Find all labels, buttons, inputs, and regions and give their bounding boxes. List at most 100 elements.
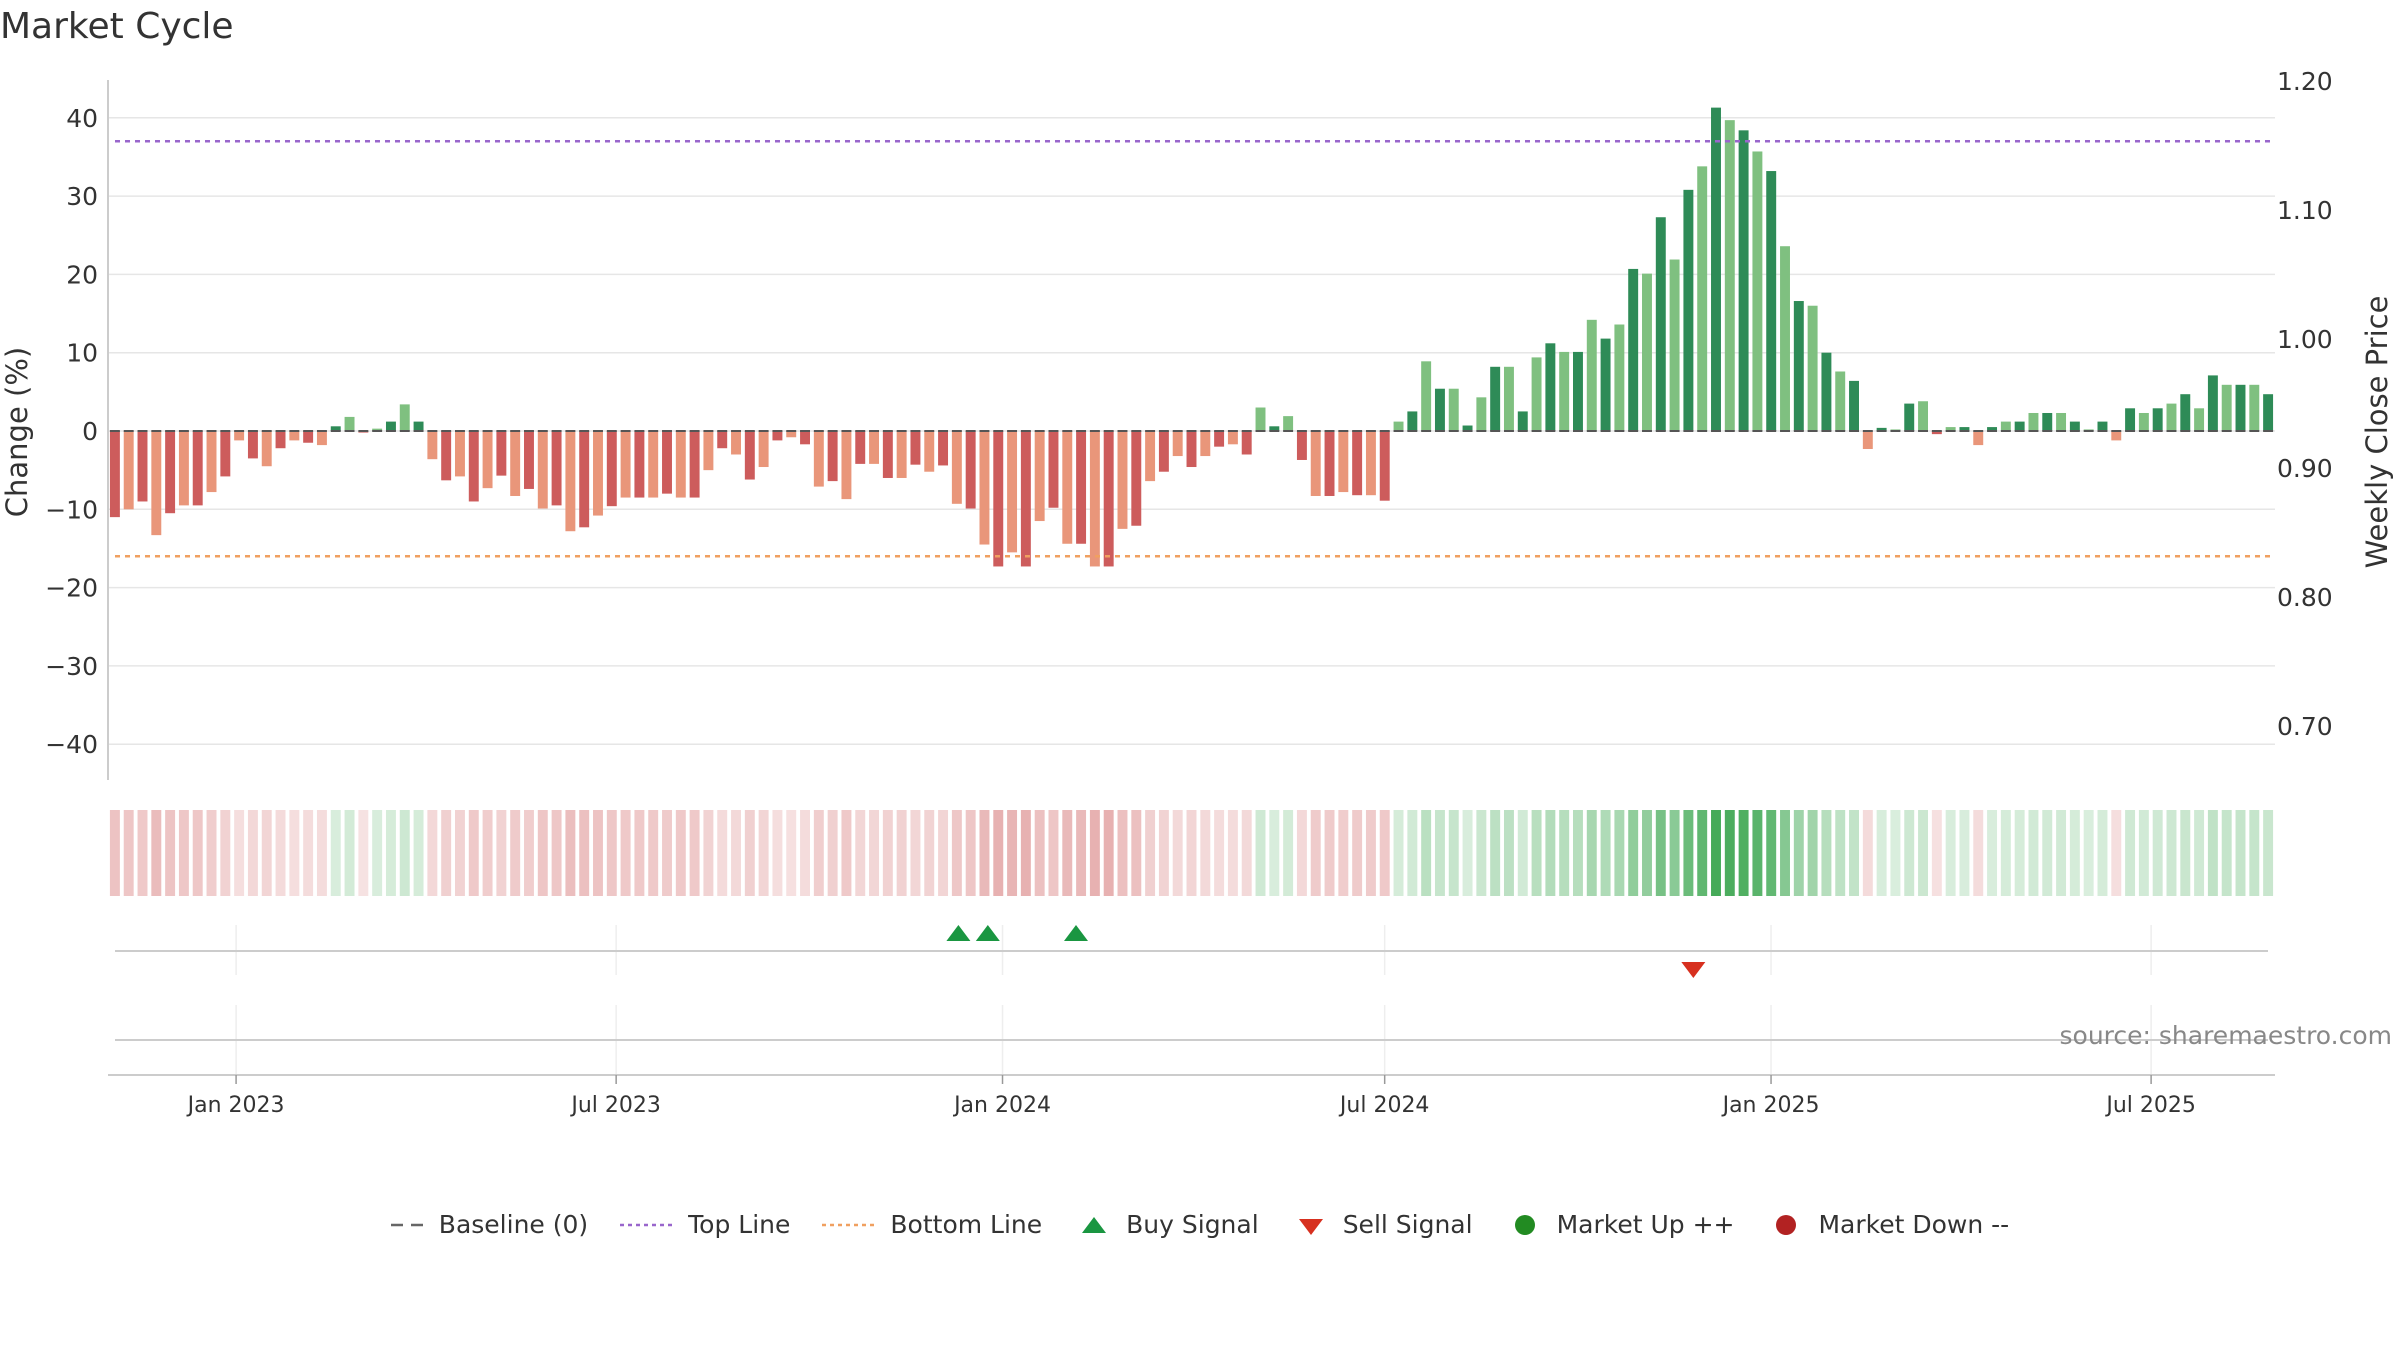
bar: [1655, 217, 1666, 431]
heat-cell: [634, 810, 645, 896]
bar: [1600, 338, 1611, 431]
heat-cell: [537, 810, 548, 896]
heat-cell: [2028, 810, 2039, 896]
heat-cell: [620, 810, 631, 896]
heat-cell: [1821, 810, 1832, 896]
bar: [1048, 431, 1059, 508]
bar: [2028, 412, 2039, 431]
heat-cell: [1158, 810, 1169, 896]
y-left-tick-label: −10: [45, 495, 98, 524]
bar: [744, 431, 755, 480]
heat-cell: [1531, 810, 1542, 896]
heat-cell: [2097, 810, 2108, 896]
heat-cell: [1959, 810, 1970, 896]
bar: [1918, 401, 1929, 431]
heat-cell: [1780, 810, 1790, 896]
bar: [2014, 421, 2025, 431]
heat-cell: [2207, 810, 2218, 896]
heat-cell: [675, 810, 686, 896]
bar: [2263, 394, 2274, 431]
heat-cell: [910, 810, 921, 896]
legend-label: Bottom Line: [890, 1210, 1043, 1239]
y-left-tick-label: 30: [66, 182, 98, 211]
legend-item-sell-signal[interactable]: Sell Signal: [1291, 1210, 1473, 1239]
heat-cell: [2014, 810, 2025, 896]
bar: [579, 431, 590, 528]
heat-cell: [151, 810, 162, 896]
heat-cell: [1849, 810, 1859, 896]
heat-cell: [689, 810, 700, 896]
heat-cell: [965, 810, 976, 896]
heat-cell: [1766, 810, 1777, 896]
bar: [979, 431, 990, 545]
heat-cell: [1835, 810, 1846, 896]
bar: [1338, 431, 1349, 493]
heat-cell: [579, 810, 590, 896]
bar: [1034, 431, 1045, 522]
bar: [1476, 397, 1487, 431]
bar: [427, 431, 438, 460]
bar: [1959, 427, 1970, 431]
heat-cell: [468, 810, 479, 896]
legend-item-buy-signal[interactable]: Buy Signal: [1074, 1210, 1259, 1239]
legend-label: Market Up ++: [1556, 1210, 1735, 1239]
heat-cell: [717, 810, 728, 896]
bar: [1876, 427, 1887, 431]
bar: [2166, 403, 2177, 431]
bar: [910, 431, 921, 465]
bar: [1573, 351, 1583, 431]
legend-item-bottom-line[interactable]: Bottom Line: [822, 1210, 1042, 1239]
bar: [2249, 384, 2260, 431]
heat-cell: [993, 810, 1004, 896]
legend-item-market-down[interactable]: Market Down --: [1766, 1210, 2009, 1239]
heat-cell: [344, 810, 355, 896]
bar: [951, 431, 962, 504]
bar: [1007, 431, 1018, 553]
dotted-line-icon: [822, 1223, 879, 1226]
bar: [234, 431, 245, 441]
axes: [107, 80, 2275, 1084]
bar: [1821, 352, 1832, 431]
bar: [1697, 166, 1708, 431]
y-left-tick-label: −20: [45, 574, 98, 603]
bar: [924, 431, 935, 472]
heat-cell: [372, 810, 383, 896]
bar: [662, 431, 672, 494]
heat-cell: [1503, 810, 1514, 896]
heat-cell: [1462, 810, 1473, 896]
bar: [372, 428, 383, 431]
market-cycle-chart: 40 30 20 10 0 −10 −20 −30 −40 1.20 1.10 1.00 0.90 0.8…: [0, 67, 2394, 1118]
bar: [385, 421, 396, 431]
bar: [1614, 324, 1625, 431]
heat-cell: [220, 810, 231, 896]
bar: [551, 431, 562, 506]
x-tick-label: Jan 2023: [186, 1093, 285, 1118]
heat-cell: [938, 810, 949, 896]
heat-cell: [551, 810, 562, 896]
legend-item-baseline[interactable]: Baseline (0): [390, 1210, 588, 1239]
bar: [786, 431, 797, 438]
bar: [2221, 384, 2232, 431]
bar: [2042, 412, 2053, 431]
heat-cell: [1076, 810, 1087, 896]
bar: [220, 431, 231, 477]
bar: [496, 431, 507, 476]
bar: [1738, 130, 1749, 431]
bar: [1780, 246, 1790, 431]
legend-item-top-line[interactable]: Top Line: [620, 1210, 790, 1239]
bar: [1766, 171, 1777, 431]
y-right-tick-label: 0.90: [2277, 454, 2333, 483]
bar: [1862, 431, 1873, 450]
y-axis-left-title: Change (%): [0, 347, 34, 517]
bar: [1807, 305, 1818, 431]
heat-cell: [1407, 810, 1418, 896]
bar: [1545, 343, 1556, 431]
heat-cell: [413, 810, 424, 896]
bar: [537, 431, 548, 509]
legend-item-market-up[interactable]: Market Up ++: [1505, 1210, 1735, 1239]
triangle-up-icon: [1082, 1216, 1107, 1233]
heat-cell: [2125, 810, 2136, 896]
heat-cell: [1131, 810, 1142, 896]
grid-lines: [108, 117, 2275, 1075]
heat-cell: [703, 810, 714, 896]
